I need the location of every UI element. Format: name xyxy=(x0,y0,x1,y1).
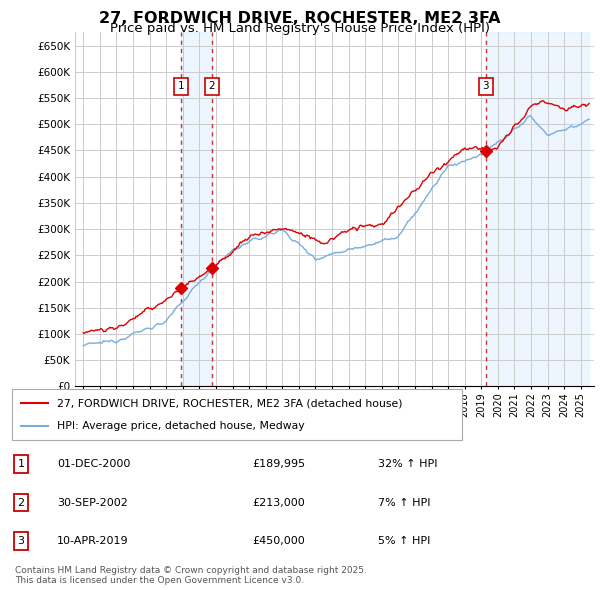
Text: 10-APR-2019: 10-APR-2019 xyxy=(57,536,128,546)
Text: 27, FORDWICH DRIVE, ROCHESTER, ME2 3FA: 27, FORDWICH DRIVE, ROCHESTER, ME2 3FA xyxy=(99,11,501,25)
Text: 2: 2 xyxy=(208,81,215,91)
FancyBboxPatch shape xyxy=(12,389,462,440)
Text: 3: 3 xyxy=(482,81,489,91)
Text: £213,000: £213,000 xyxy=(252,497,305,507)
Text: 27, FORDWICH DRIVE, ROCHESTER, ME2 3FA (detached house): 27, FORDWICH DRIVE, ROCHESTER, ME2 3FA (… xyxy=(57,398,403,408)
Text: 7% ↑ HPI: 7% ↑ HPI xyxy=(378,497,431,507)
Text: 30-SEP-2002: 30-SEP-2002 xyxy=(57,497,128,507)
Text: £450,000: £450,000 xyxy=(252,536,305,546)
Text: 01-DEC-2000: 01-DEC-2000 xyxy=(57,459,130,469)
Text: 1: 1 xyxy=(17,459,25,469)
Bar xyxy=(181,32,212,386)
Text: 1: 1 xyxy=(178,81,185,91)
Bar xyxy=(486,32,589,386)
Text: Price paid vs. HM Land Registry's House Price Index (HPI): Price paid vs. HM Land Registry's House … xyxy=(110,22,490,35)
Text: 5% ↑ HPI: 5% ↑ HPI xyxy=(378,536,430,546)
Text: HPI: Average price, detached house, Medway: HPI: Average price, detached house, Medw… xyxy=(57,421,305,431)
Text: Contains HM Land Registry data © Crown copyright and database right 2025.
This d: Contains HM Land Registry data © Crown c… xyxy=(15,566,367,585)
Text: 2: 2 xyxy=(17,497,25,507)
Text: 32% ↑ HPI: 32% ↑ HPI xyxy=(378,459,437,469)
Text: 3: 3 xyxy=(17,536,25,546)
Text: £189,995: £189,995 xyxy=(252,459,305,469)
